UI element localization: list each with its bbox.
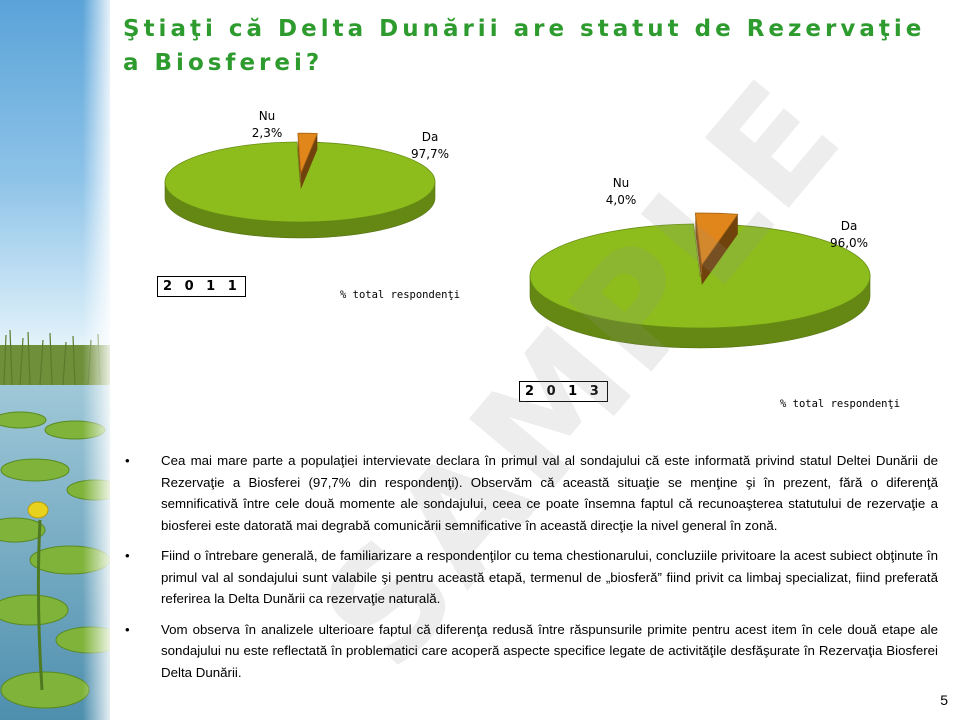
- pie-chart-2013-svg: [529, 212, 871, 349]
- page-title: Ştiaţi că Delta Dunării are statut de Re…: [123, 16, 926, 76]
- pie-label-nu: Nu 2,3%: [242, 108, 292, 142]
- bullet-icon: •: [125, 453, 130, 468]
- page-number: 5: [940, 692, 948, 708]
- chart-note-2011: % total respondenţi: [340, 289, 461, 301]
- chart-note-2013: % total respondenţi: [780, 398, 901, 410]
- bullet-item: • Vom observa în analizele ulterioare fa…: [125, 619, 938, 684]
- bullet-text: Vom observa în analizele ulterioare fapt…: [161, 621, 938, 680]
- bullet-text: Cea mai mare parte a populaţiei intervie…: [161, 453, 938, 533]
- year-box-2013: 2 0 1 3: [519, 381, 608, 402]
- pie-slice-da: [529, 223, 871, 329]
- bullet-list: • Cea mai mare parte a populaţiei interv…: [125, 450, 938, 692]
- pie-label-nu-name: Nu: [258, 109, 276, 123]
- pie-chart-2013: Nu 4,0% Da 96,0% 2 0 1 3 % total respond…: [510, 170, 910, 420]
- pie-slice-nu-wall: [300, 133, 318, 190]
- bullet-text: Fiind o întrebare generală, de familiari…: [161, 548, 938, 606]
- pie-label-nu-value: 4,0%: [605, 193, 637, 207]
- pie-chart-2011-svg: [164, 132, 436, 239]
- bullet-item: • Cea mai mare parte a populaţiei interv…: [125, 450, 938, 536]
- pie-label-nu-name: Nu: [612, 176, 630, 190]
- pie-slice-nu-wall: [701, 214, 738, 286]
- year-box-2011: 2 0 1 1: [157, 276, 246, 297]
- side-photo: [0, 0, 110, 720]
- pie-label-da-name: Da: [840, 219, 858, 233]
- bullet-icon: •: [125, 548, 130, 563]
- pie-label-da: Da 96,0%: [824, 218, 874, 252]
- pie-slice-da: [164, 141, 436, 223]
- pie-label-nu-value: 2,3%: [251, 126, 283, 140]
- pie-label-da-value: 97,7%: [410, 147, 450, 161]
- pie-chart-2011: Nu 2,3% Da 97,7% 2 0 1 1 % total respond…: [157, 105, 480, 305]
- pie-label-nu: Nu 4,0%: [596, 175, 646, 209]
- pie-label-da-name: Da: [421, 130, 439, 144]
- pie-label-da-value: 96,0%: [829, 236, 869, 250]
- bullet-icon: •: [125, 621, 130, 637]
- pie-slice-nu: [694, 212, 739, 267]
- pie-slice-nu-wall: [695, 213, 702, 286]
- bullet-item: • Fiind o întrebare generală, de familia…: [125, 545, 938, 610]
- pie-label-da: Da 97,7%: [405, 129, 455, 163]
- pie-slice-nu: [297, 132, 318, 174]
